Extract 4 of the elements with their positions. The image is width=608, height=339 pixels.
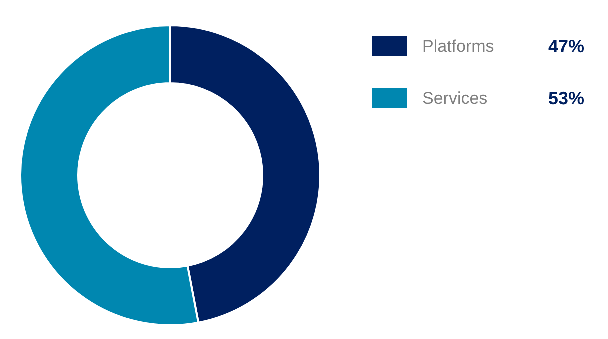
legend-label: Services — [422, 89, 488, 108]
data-label: 53% — [548, 88, 585, 108]
legend-label: Platforms — [422, 37, 494, 56]
data-label: 47% — [548, 36, 585, 56]
